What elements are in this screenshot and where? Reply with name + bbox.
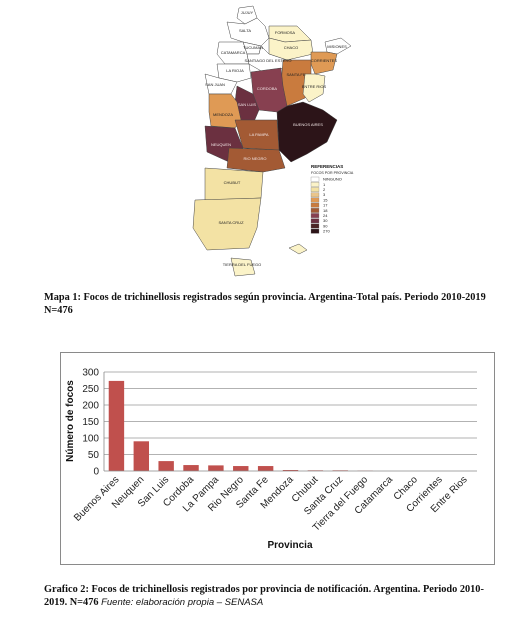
- bar-san-luis: [158, 461, 174, 471]
- map-misiones: [324, 37, 352, 55]
- bar-neuquen: [133, 441, 150, 471]
- map-label-la-pampa: LA PAMPA: [249, 132, 269, 137]
- chart-caption: Grafico 2: Focos de trichinellosis regis…: [44, 583, 500, 609]
- y-tick-label: 50: [88, 450, 100, 461]
- legend-label: 3: [323, 192, 326, 197]
- bar-la-pampa: [208, 465, 224, 471]
- legend-swatch: [310, 228, 320, 234]
- chart-frame: [60, 352, 495, 565]
- map-label-mendoza: MENDOZA: [213, 112, 233, 117]
- y-tick-label: 250: [82, 384, 99, 395]
- map-label-corrientes: CORRIENTES: [311, 58, 338, 63]
- legend-swatch: [310, 176, 320, 182]
- map-label-tierra-del-fuego: TIERRA DEL FUEGO: [223, 262, 262, 267]
- map-rio-negro: [226, 147, 286, 173]
- legend-swatch: [310, 187, 320, 192]
- map-entre-rios: [302, 73, 326, 103]
- map-legend-subtitle: FOCOS POR PROVINCIA: [311, 171, 354, 175]
- y-tick-label: 150: [82, 417, 99, 428]
- legend-label: NINGUNO: [323, 177, 342, 182]
- map-label-chaco: CHACO: [284, 45, 298, 50]
- map-label-misiones: MISIONES: [327, 44, 347, 49]
- legend-label: 90: [323, 223, 328, 228]
- map-label-formosa: FORMOSA: [275, 30, 296, 35]
- map-label-santa-fe: SANTA FE: [286, 72, 305, 77]
- bar-buenos-aires: [108, 380, 125, 471]
- bar-rio-negro: [233, 466, 249, 471]
- legend-swatch: [310, 218, 320, 224]
- map-buenos-aires: [276, 101, 338, 163]
- legend-label: 15: [323, 197, 328, 202]
- y-axis-title: Número de focos: [65, 380, 76, 462]
- map-label-san-luis: SAN LUIS: [238, 102, 257, 107]
- legend-label: 2: [323, 187, 326, 192]
- bar-mendoza: [282, 470, 299, 471]
- legend-label: 270: [323, 229, 330, 234]
- legend-swatch: [310, 208, 320, 213]
- legend-swatch: [310, 182, 320, 187]
- map-label-la-rioja: LA RIOJA: [226, 68, 244, 73]
- argentina-map: JUJUY SALTA FORMOSA TUCUMAN CHACO MISIONES CAT…: [192, 5, 354, 277]
- legend-label: 30: [323, 218, 328, 223]
- map-santa-cruz: [192, 197, 262, 251]
- legend-swatch: [310, 223, 320, 229]
- x-axis-title: Provincia: [267, 540, 312, 551]
- map-label-entre-rios: ENTRE RIOS: [302, 84, 327, 89]
- chart-caption-source: Fuente: elaboración propia – SENASA: [101, 597, 264, 608]
- legend-swatch: [310, 213, 320, 218]
- map-label-buenos-aires: BUENOS AIRES: [293, 122, 323, 127]
- y-tick-label: 200: [82, 401, 99, 412]
- map-label-cordoba: CORDOBA: [257, 86, 278, 91]
- map-legend-title: REFERENCIAS: [311, 164, 343, 169]
- map-label-santiago-del-estero: SANTIAGO DEL ESTERO: [245, 58, 292, 63]
- map-corrientes: [310, 51, 338, 75]
- legend-label: 1: [323, 182, 326, 187]
- map-label-santa-cruz: SANTA CRUZ: [218, 220, 244, 225]
- legend-swatch: [310, 197, 320, 203]
- map-san-juan: [204, 73, 238, 95]
- legend-label: 24: [323, 213, 328, 218]
- y-tick-label: 100: [82, 434, 99, 445]
- map-label-san-juan: SAN JUAN: [205, 82, 225, 87]
- map-label-jujuy: JUJUY: [241, 10, 254, 15]
- map-label-tucuman: TUCUMAN: [243, 45, 263, 50]
- bar-santa-fe: [257, 466, 274, 471]
- map-label-rio-negro: RIO NEGRO: [244, 156, 267, 161]
- map-malvinas: [288, 243, 308, 255]
- map-caption: Mapa 1: Focos de trichinellosis registra…: [44, 292, 486, 316]
- y-tick-label: 300: [82, 368, 99, 379]
- bar-cordoba: [183, 465, 199, 471]
- map-la-rioja: [216, 63, 252, 83]
- map-label-neuquen: NEUQUEN: [211, 142, 231, 147]
- legend-swatch: [310, 192, 320, 198]
- map-label-catamarca: CATAMARCA: [221, 50, 246, 55]
- map-label-salta: SALTA: [239, 28, 251, 33]
- map-label-chubut: CHUBUT: [224, 180, 241, 185]
- legend-swatch: [310, 202, 320, 208]
- legend-label: 17: [323, 203, 328, 208]
- y-tick-label: 0: [93, 467, 99, 478]
- legend-label: 18: [323, 208, 328, 213]
- chart-caption-text: Grafico 2: Focos de trichinellosis regis…: [44, 584, 484, 608]
- map-tierra-del-fuego: [230, 257, 256, 277]
